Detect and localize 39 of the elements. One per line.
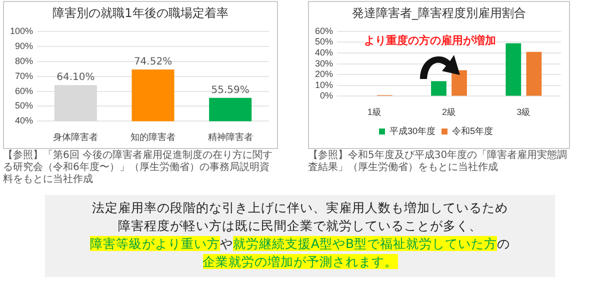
y-tick-label: 100% (10, 26, 34, 36)
y-tick-label: 90% (15, 40, 34, 51)
annotation: より重度の方の雇用が増加 (364, 33, 496, 48)
chart-title: 発達障害者_障害程度別雇用割合 (351, 5, 527, 22)
chart-title: 障害別の就職1年後の職場定着率 (52, 5, 230, 22)
x-tick-label: 精神障害者 (208, 132, 253, 142)
text: 【参照】令和5年度及び平成30年度の「障害者雇用実態調査結果」（厚生労働省）をもとに当社作成 (308, 150, 568, 174)
y-tick-label: 40% (315, 47, 334, 58)
x-tick-label: 1級 (367, 107, 382, 118)
legend-label: 令和5年度 (452, 126, 494, 136)
legend-label: 平成30年度 (389, 126, 436, 136)
bar (526, 52, 542, 96)
data-label: 64.10% (56, 72, 95, 84)
y-tick-label: 80% (15, 56, 34, 66)
y-tick-label: 30% (315, 58, 334, 68)
y-tick-label: 50% (15, 100, 34, 111)
x-tick-label: 知的障害者 (130, 132, 176, 142)
text: 法定雇用率の段階的な引き上げに伴い、実雇用人数も増加しているため (92, 200, 508, 215)
data-label: 74.52% (134, 56, 172, 68)
y-tick-label: 50% (315, 36, 334, 47)
y-tick-label: 60% (15, 86, 34, 96)
bar (506, 43, 522, 96)
x-tick-label: 3級 (516, 107, 531, 118)
y-tick-label: 60% (315, 26, 334, 36)
y-tick-label: 0% (320, 90, 334, 101)
data-label: 55.59% (211, 84, 250, 96)
bar (431, 81, 446, 96)
text: 【参照】「第6回 今後の障害者雇用促進制度の在り方に関する研究会（令和6年度〜）」（厚生労働省）の事務局説明資料をもとに当社作成 (3, 150, 274, 186)
y-tick-label: 40% (15, 116, 34, 126)
text: 障害程度が軽い方は既に民間企業で就労していることが多く、 (118, 218, 482, 233)
y-tick-label: 10% (315, 80, 334, 90)
x-tick-label: 2級 (442, 107, 456, 118)
text: の (497, 236, 510, 251)
y-tick-label: 70% (15, 70, 34, 81)
y-tick-label: 20% (315, 69, 334, 80)
text: や (220, 236, 233, 251)
text: 障害等級がより重い方 (90, 236, 220, 251)
x-tick-label: 身体障害者 (53, 132, 98, 142)
text: 就労継続支援A型やB型で福祉就労していた方 (232, 236, 498, 251)
